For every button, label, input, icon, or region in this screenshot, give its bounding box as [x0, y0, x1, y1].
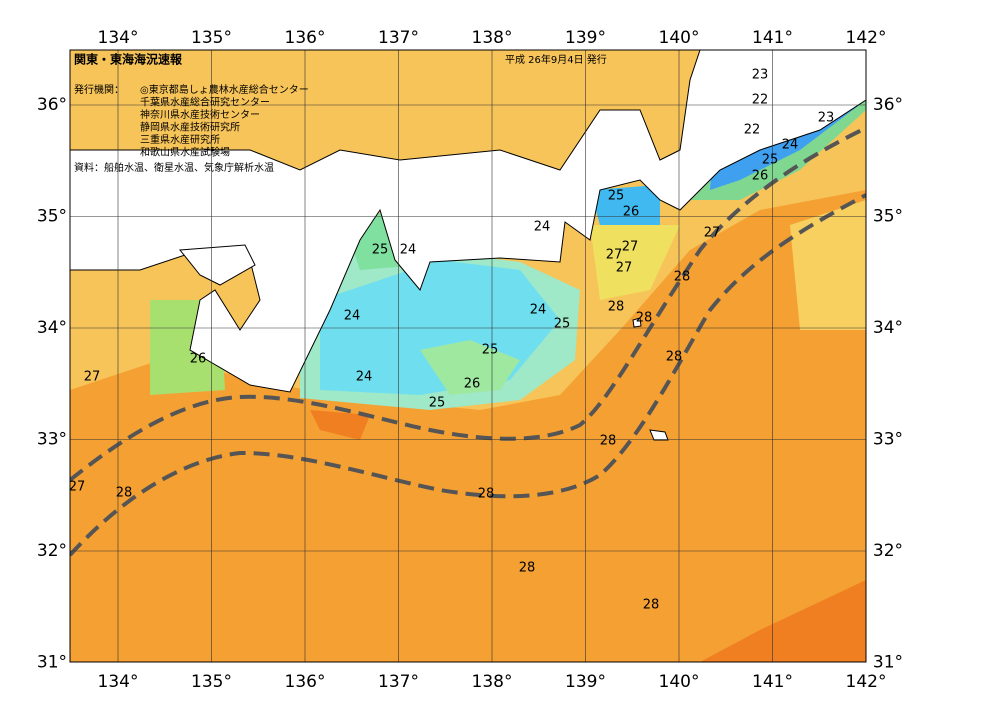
- contour-label: 24: [782, 138, 799, 153]
- contour-label: 24: [400, 243, 417, 258]
- contour-label: 28: [636, 311, 653, 326]
- longitude-label: 140°: [659, 672, 700, 692]
- contour-label: 24: [344, 309, 361, 324]
- contour-label: 27: [616, 261, 633, 276]
- longitude-label: 135°: [191, 672, 232, 692]
- latitude-label: 31°: [873, 653, 903, 673]
- contour-label: 26: [464, 377, 481, 392]
- issuer: 神奈川県水産技術センター: [140, 108, 260, 121]
- contour-label: 23: [818, 111, 835, 126]
- issuers-label: 発行機関：: [74, 83, 124, 96]
- title: 関東・東海海況速報: [74, 52, 183, 67]
- latitude-label: 32°: [873, 541, 903, 561]
- contour-label: 28: [116, 486, 133, 501]
- longitude-label: 137°: [378, 672, 419, 692]
- contour-label: 28: [608, 300, 625, 315]
- longitude-label: 139°: [565, 28, 606, 48]
- longitude-label: 138°: [472, 672, 513, 692]
- contour-label: 23: [752, 68, 769, 83]
- date: 平成 26年9月4日 発行: [505, 53, 607, 66]
- latitude-label: 35°: [873, 207, 903, 227]
- contour-label: 27: [622, 240, 639, 255]
- contour-label: 26: [190, 352, 207, 367]
- contour-label: 28: [666, 350, 683, 365]
- contour-label: 25: [482, 343, 499, 358]
- contour-label: 27: [84, 370, 101, 385]
- contour-label: 25: [608, 189, 625, 204]
- contour-label: 26: [623, 205, 640, 220]
- contour-label: 25: [554, 317, 571, 332]
- issuer: 静岡県水産技術研究所: [140, 121, 240, 134]
- contour-label: 27: [606, 248, 623, 263]
- latitude-label: 31°: [37, 653, 67, 673]
- longitude-label: 135°: [191, 28, 232, 48]
- latitude-label: 35°: [37, 207, 67, 227]
- contour-label: 26: [752, 169, 769, 184]
- longitude-label: 142°: [846, 672, 887, 692]
- contour-label: 24: [356, 370, 373, 385]
- contour-label: 28: [674, 270, 691, 285]
- contour-label: 28: [519, 561, 536, 576]
- contour-label: 25: [372, 243, 389, 258]
- latitude-label: 34°: [873, 318, 903, 338]
- issuer: ◎東京都島しょ農林水産総合センター: [140, 83, 309, 96]
- contour-label: 27: [69, 480, 86, 495]
- contour-label: 24: [530, 303, 547, 318]
- contour-label: 28: [643, 598, 660, 613]
- longitude-label: 134°: [98, 28, 139, 48]
- longitude-label: 140°: [659, 28, 700, 48]
- latitude-label: 36°: [873, 95, 903, 115]
- latitude-label: 32°: [37, 541, 67, 561]
- longitude-label: 139°: [565, 672, 606, 692]
- issuer: 和歌山県水産試験場: [140, 146, 230, 159]
- latitude-label: 33°: [873, 430, 903, 450]
- contour-label: 22: [752, 93, 769, 108]
- longitude-label: 134°: [98, 672, 139, 692]
- longitude-label: 141°: [752, 28, 793, 48]
- longitude-label: 142°: [846, 28, 887, 48]
- contour-label: 24: [534, 220, 551, 235]
- longitude-label: 137°: [378, 28, 419, 48]
- contour-label: 28: [478, 487, 495, 502]
- latitude-label: 34°: [37, 318, 67, 338]
- source: 資料：船舶水温、衛星水温、気象庁解析水温: [74, 161, 274, 174]
- frame: [69, 49, 867, 663]
- longitude-label: 138°: [472, 28, 513, 48]
- contour-label: 27: [704, 226, 721, 241]
- issuer: 千葉県水産総合研究センター: [140, 96, 270, 109]
- latitude-label: 33°: [37, 430, 67, 450]
- longitude-label: 136°: [285, 672, 326, 692]
- contour-label: 22: [744, 123, 761, 138]
- latitude-label: 36°: [37, 95, 67, 115]
- longitude-label: 136°: [285, 28, 326, 48]
- contour-label: 25: [762, 153, 779, 168]
- longitude-label: 141°: [752, 672, 793, 692]
- contour-label: 25: [429, 396, 446, 411]
- issuer: 三重県水産研究所: [140, 133, 220, 146]
- contour-label: 28: [600, 434, 617, 449]
